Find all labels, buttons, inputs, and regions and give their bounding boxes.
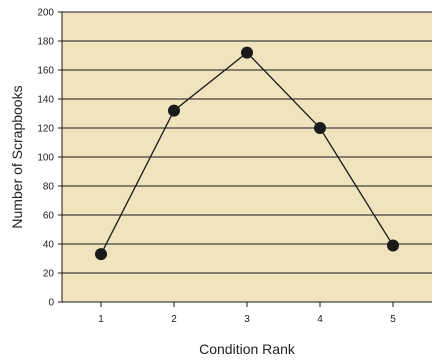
y-tick-label: 20 <box>43 269 55 280</box>
y-tick-label: 200 <box>37 8 54 19</box>
data-point <box>95 248 107 261</box>
axes <box>61 12 432 307</box>
data-point <box>314 122 326 134</box>
data-point <box>241 46 253 59</box>
y-tick-label: 40 <box>43 240 55 251</box>
y-axis-title: Number of Scrapbooks <box>9 85 25 228</box>
x-tick-label: 3 <box>244 314 250 325</box>
series-layer <box>95 46 399 261</box>
y-tick-label: 140 <box>37 95 54 106</box>
data-point <box>168 104 180 117</box>
x-tick-label: 1 <box>98 314 104 325</box>
y-tick-label: 100 <box>37 153 54 164</box>
x-tick-label: 4 <box>317 314 323 325</box>
tick-labels: 0 20 40 60 80 100 120 140 160 180 200 1 2 3 4 5 <box>37 8 396 326</box>
y-tick-label: 0 <box>48 298 54 309</box>
y-tick-label: 60 <box>43 211 55 222</box>
y-tick-label: 120 <box>37 124 54 135</box>
y-tick-label: 160 <box>37 66 54 77</box>
data-point <box>387 239 399 252</box>
x-tick-label: 5 <box>390 314 396 325</box>
x-axis-title: Condition Rank <box>199 341 296 357</box>
x-tick-label: 2 <box>171 314 177 325</box>
y-tick-label: 80 <box>43 182 55 193</box>
y-tick-label: 180 <box>37 37 54 48</box>
gridlines <box>58 11 432 303</box>
